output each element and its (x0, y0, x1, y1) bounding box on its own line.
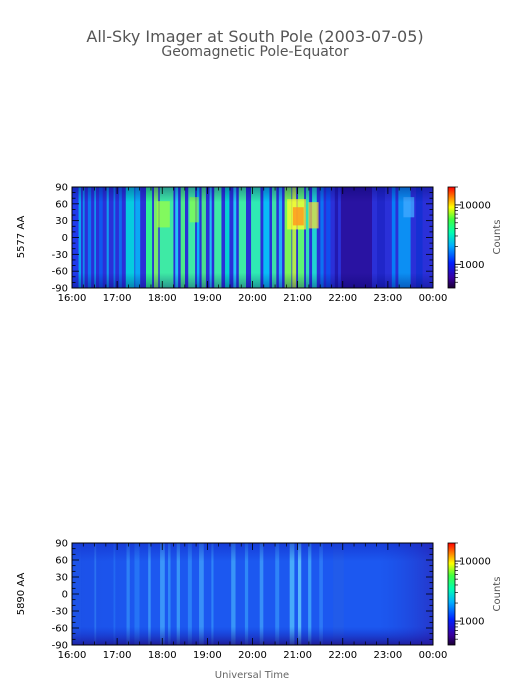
panel-5577: 90 60 30 0 -30 -60 -90 16:00 17:00 18:00 19:00 20:… (16, 183, 503, 305)
x-tick-label: 22:00 (328, 293, 357, 304)
colorbar-5577 (447, 186, 456, 289)
panel-5890: 90 60 30 0 -30 -60 -90 16:00 17:00 18:00 19:00 20:… (16, 539, 503, 662)
x-tick-label: 23:00 (373, 293, 402, 304)
y-tick-label: 90 (55, 539, 68, 550)
colorbar-5890 (447, 542, 456, 646)
x-tick-label: 21:00 (283, 293, 312, 304)
y-tick-label: 90 (55, 183, 68, 194)
y-tick-label: 0 (62, 590, 68, 601)
colorbar-tick-label: 1000 (459, 260, 484, 271)
y-axis-5577: 90 60 30 0 -30 -60 -90 (52, 183, 433, 295)
x-tick-label: 18:00 (148, 650, 177, 661)
x-tick-label: 19:00 (193, 650, 222, 661)
y-tick-label: 30 (55, 216, 68, 227)
y-tick-label: 60 (55, 556, 68, 567)
y-tick-label: 0 (62, 233, 68, 244)
x-tick-label: 23:00 (373, 650, 402, 661)
chart-subtitle: Geomagnetic Pole-Equator (161, 44, 348, 60)
y-tick-label: -90 (52, 284, 68, 295)
y-axis-label-5890: 5890 AA (16, 573, 27, 616)
x-tick-label: 19:00 (193, 293, 222, 304)
chart-title: All-Sky Imager at South Pole (2003-07-05… (86, 27, 423, 46)
x-tick-label: 18:00 (148, 293, 177, 304)
colorbar-ticks-5890: 10000 1000 (455, 542, 491, 640)
x-tick-label: 21:00 (283, 650, 312, 661)
y-axis-5890: 90 60 30 0 -30 -60 -90 (52, 539, 433, 652)
heatmap-side-shade-5890 (72, 543, 433, 645)
colorbar-ticks-5577: 10000 1000 (455, 186, 491, 283)
colorbar-tick-label: 1000 (459, 617, 484, 628)
x-tick-label: 17:00 (103, 650, 132, 661)
x-axis-5577: 16:00 17:00 18:00 19:00 20:00 21:00 22:00 23:00… (58, 187, 448, 304)
y-tick-label: 30 (55, 573, 68, 584)
colorbar-label-5577: Counts (492, 220, 503, 255)
x-tick-label: 00:00 (419, 650, 448, 661)
colorbar-tick-label: 10000 (459, 557, 491, 568)
y-tick-label: -90 (52, 641, 68, 652)
x-tick-label: 22:00 (328, 650, 357, 661)
x-tick-label: 16:00 (58, 293, 87, 304)
heatmap-edge-shade-5577 (72, 187, 433, 288)
colorbar-tick-label: 10000 (459, 200, 491, 211)
x-tick-label: 17:00 (103, 293, 132, 304)
colorbar-label-5890: Counts (492, 577, 503, 612)
y-tick-label: -60 (52, 267, 68, 278)
x-tick-label: 00:00 (419, 293, 448, 304)
y-tick-label: 60 (55, 199, 68, 210)
y-tick-label: -30 (52, 250, 68, 261)
y-axis-label-5577: 5577 AA (16, 216, 27, 259)
y-tick-label: -30 (52, 607, 68, 618)
x-tick-label: 16:00 (58, 650, 87, 661)
y-tick-label: -60 (52, 624, 68, 635)
x-tick-label: 20:00 (238, 650, 267, 661)
x-tick-label: 20:00 (238, 293, 267, 304)
x-axis-5890: 16:00 17:00 18:00 19:00 20:00 21:00 22:00 23:00… (58, 543, 448, 661)
x-axis-label: Universal Time (215, 670, 289, 680)
